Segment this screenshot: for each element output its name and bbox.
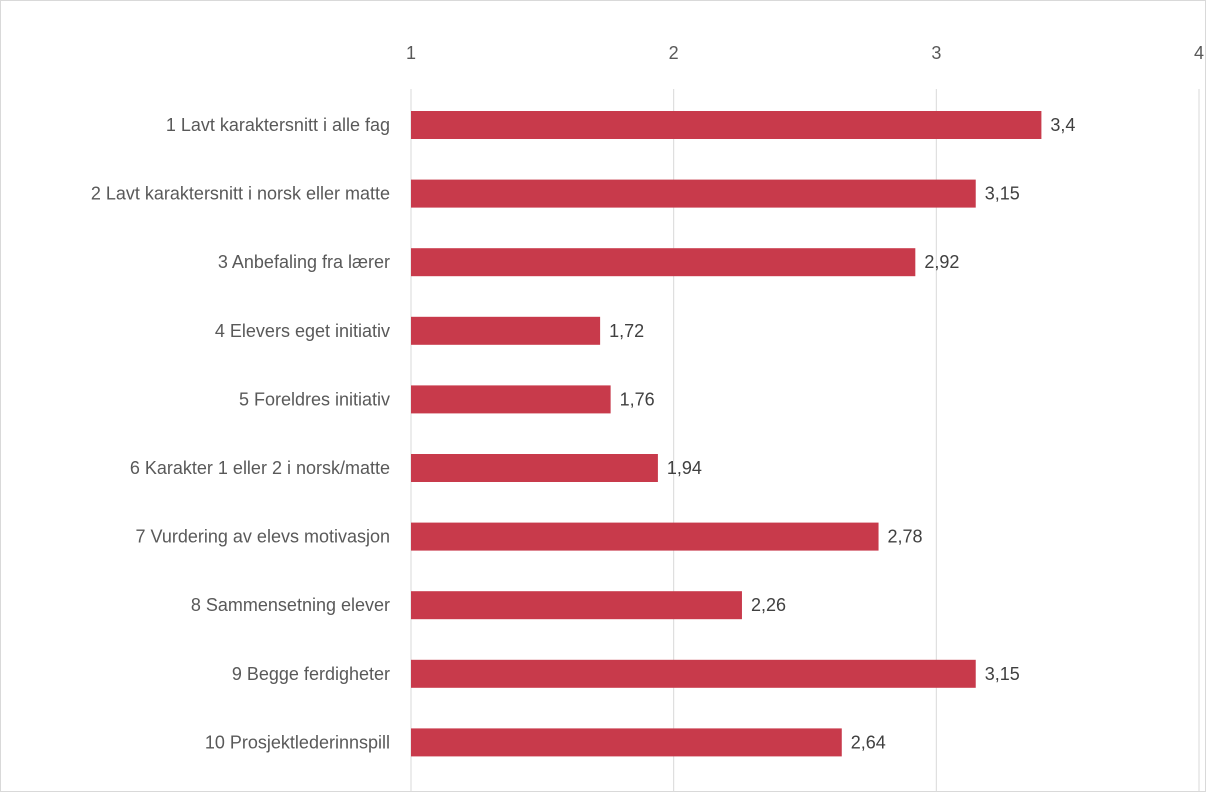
bar (411, 316, 601, 345)
category-label: 2 Lavt karaktersnitt i norsk eller matte (91, 184, 390, 204)
bar (411, 248, 916, 277)
category-labels: 1 Lavt karaktersnitt i alle fag 2 Lavt ka… (91, 115, 390, 752)
data-labels: 3,4 3,15 2,92 1,72 1,76 1,94 2,78 2,26 3,15 2,64 (609, 115, 1075, 752)
bar (411, 522, 879, 551)
category-label: 7 Vurdering av elevs motivasjon (136, 527, 390, 547)
data-label: 2,26 (751, 595, 786, 615)
x-axis-tick-labels: 1 2 3 4 (406, 43, 1204, 63)
bar (411, 728, 842, 757)
category-label: 1 Lavt karaktersnitt i alle fag (166, 115, 390, 135)
data-label: 2,78 (888, 527, 923, 547)
category-label: 9 Begge ferdigheter (232, 664, 390, 684)
x-tick-label: 3 (931, 43, 941, 63)
x-tick-label: 4 (1194, 43, 1204, 63)
category-label: 8 Sammensetning elever (191, 595, 390, 615)
data-label: 1,72 (609, 321, 644, 341)
data-label: 3,15 (985, 664, 1020, 684)
category-label: 3 Anbefaling fra lærer (218, 252, 390, 272)
bar (411, 385, 611, 414)
x-tick-label: 1 (406, 43, 416, 63)
category-label: 5 Foreldres initiativ (239, 389, 390, 409)
bar (411, 454, 658, 482)
category-label: 4 Elevers eget initiativ (215, 321, 390, 341)
x-tick-label: 2 (669, 43, 679, 63)
data-label: 3,15 (985, 184, 1020, 204)
data-label: 3,4 (1050, 115, 1075, 135)
bar (411, 659, 976, 688)
bar (411, 111, 1042, 139)
bars (411, 111, 1042, 757)
category-label: 6 Karakter 1 eller 2 i norsk/matte (130, 458, 390, 478)
data-label: 1,76 (620, 389, 655, 409)
category-label: 10 Prosjektlederinnspill (205, 732, 390, 752)
bar (411, 179, 976, 208)
data-label: 2,92 (924, 252, 959, 272)
data-label: 1,94 (667, 458, 702, 478)
bar (411, 591, 742, 620)
data-label: 2,64 (851, 732, 886, 752)
